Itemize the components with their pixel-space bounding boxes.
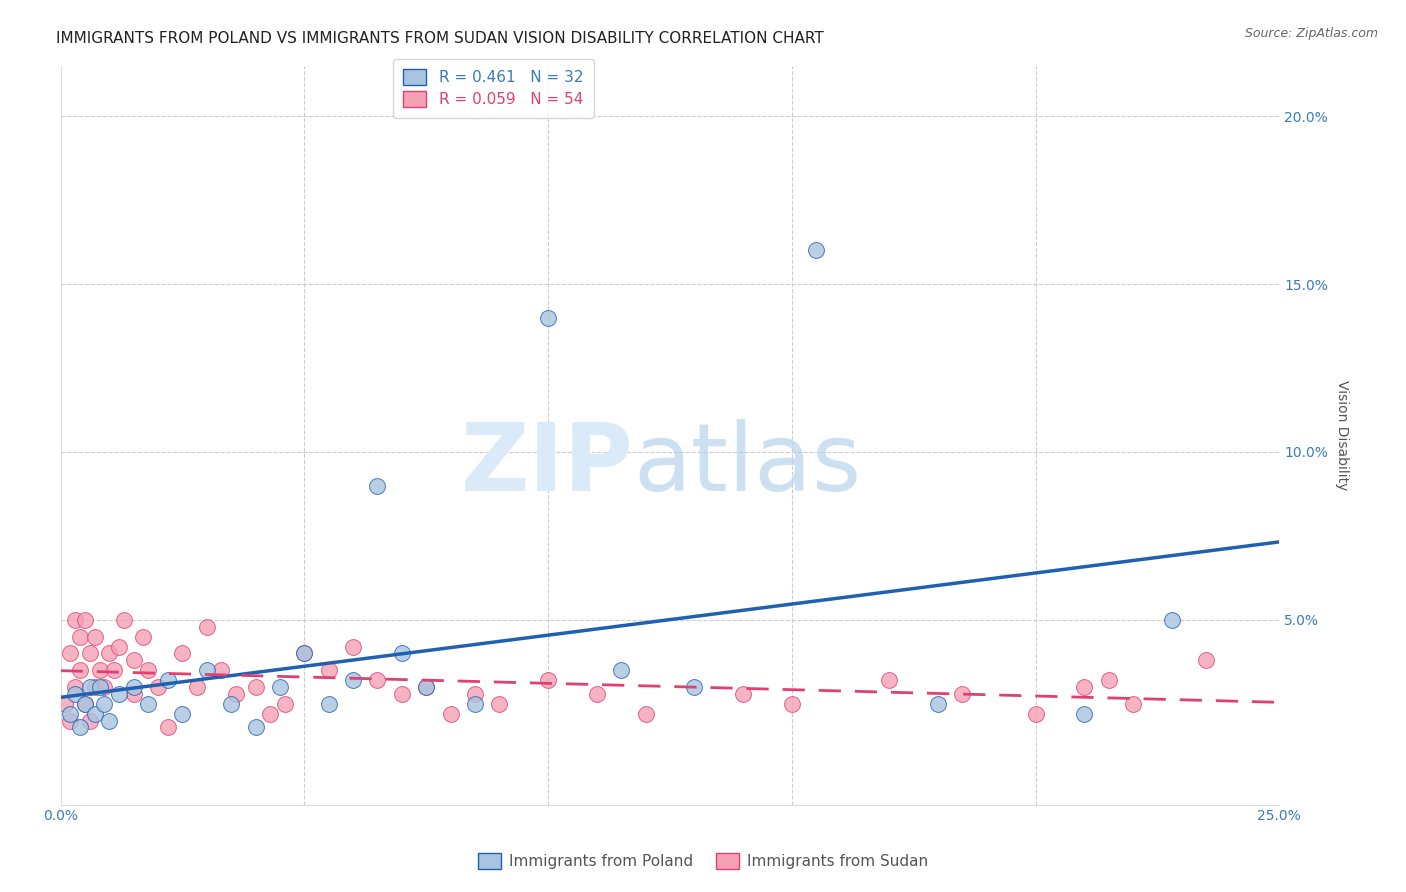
Point: [225, 687, 247, 701]
Point: [488, 697, 510, 711]
Text: Source: ZipAtlas.com: Source: ZipAtlas.com: [1244, 27, 1378, 40]
Point: [73, 613, 96, 627]
Point: [1025, 706, 1047, 721]
Point: [89, 663, 111, 677]
Point: [342, 640, 364, 654]
Point: [927, 697, 949, 711]
Point: [292, 647, 315, 661]
Point: [69, 630, 91, 644]
Text: ZIP: ZIP: [461, 418, 633, 511]
Point: [89, 680, 111, 694]
Point: [950, 687, 973, 701]
Point: [69, 720, 91, 734]
Point: [537, 310, 560, 325]
Point: [439, 706, 461, 721]
Point: [877, 673, 900, 688]
Point: [108, 687, 131, 701]
Point: [245, 720, 267, 734]
Point: [103, 663, 125, 677]
Point: [138, 663, 160, 677]
Point: [318, 663, 340, 677]
Point: [83, 706, 105, 721]
Point: [342, 673, 364, 688]
Point: [804, 244, 827, 258]
Point: [415, 680, 437, 694]
Point: [731, 687, 754, 701]
Point: [59, 706, 82, 721]
Point: [585, 687, 607, 701]
Point: [259, 706, 281, 721]
Point: [65, 680, 87, 694]
Point: [138, 697, 160, 711]
Point: [683, 680, 706, 694]
Point: [65, 687, 87, 701]
Point: [274, 697, 297, 711]
Point: [245, 680, 267, 694]
Legend: Immigrants from Poland, Immigrants from Sudan: Immigrants from Poland, Immigrants from …: [472, 847, 934, 875]
Point: [172, 706, 194, 721]
Point: [186, 680, 208, 694]
Point: [73, 697, 96, 711]
Legend: R = 0.461   N = 32, R = 0.059   N = 54: R = 0.461 N = 32, R = 0.059 N = 54: [392, 59, 593, 118]
Point: [65, 613, 87, 627]
Point: [195, 619, 218, 633]
Point: [610, 663, 633, 677]
Y-axis label: Vision Disability: Vision Disability: [1334, 380, 1348, 491]
Point: [537, 673, 560, 688]
Point: [55, 697, 77, 711]
Point: [93, 680, 115, 694]
Point: [195, 663, 218, 677]
Point: [1098, 673, 1121, 688]
Point: [112, 613, 135, 627]
Point: [292, 647, 315, 661]
Point: [366, 673, 388, 688]
Point: [415, 680, 437, 694]
Point: [634, 706, 657, 721]
Point: [98, 647, 121, 661]
Point: [83, 630, 105, 644]
Point: [93, 697, 115, 711]
Point: [122, 653, 145, 667]
Point: [1073, 680, 1095, 694]
Point: [366, 478, 388, 492]
Point: [156, 673, 179, 688]
Point: [79, 680, 101, 694]
Point: [1073, 706, 1095, 721]
Point: [211, 663, 233, 677]
Point: [79, 714, 101, 728]
Point: [1195, 653, 1218, 667]
Point: [98, 714, 121, 728]
Point: [318, 697, 340, 711]
Point: [73, 697, 96, 711]
Point: [156, 720, 179, 734]
Point: [79, 647, 101, 661]
Point: [1161, 613, 1184, 627]
Point: [219, 697, 242, 711]
Text: IMMIGRANTS FROM POLAND VS IMMIGRANTS FROM SUDAN VISION DISABILITY CORRELATION CH: IMMIGRANTS FROM POLAND VS IMMIGRANTS FRO…: [56, 31, 824, 46]
Point: [1122, 697, 1144, 711]
Point: [172, 647, 194, 661]
Point: [269, 680, 291, 694]
Point: [132, 630, 155, 644]
Point: [780, 697, 803, 711]
Point: [59, 714, 82, 728]
Point: [464, 697, 486, 711]
Point: [83, 680, 105, 694]
Point: [391, 647, 413, 661]
Point: [464, 687, 486, 701]
Point: [108, 640, 131, 654]
Point: [122, 680, 145, 694]
Text: atlas: atlas: [633, 418, 862, 511]
Point: [59, 647, 82, 661]
Point: [69, 663, 91, 677]
Point: [391, 687, 413, 701]
Point: [122, 687, 145, 701]
Point: [146, 680, 169, 694]
